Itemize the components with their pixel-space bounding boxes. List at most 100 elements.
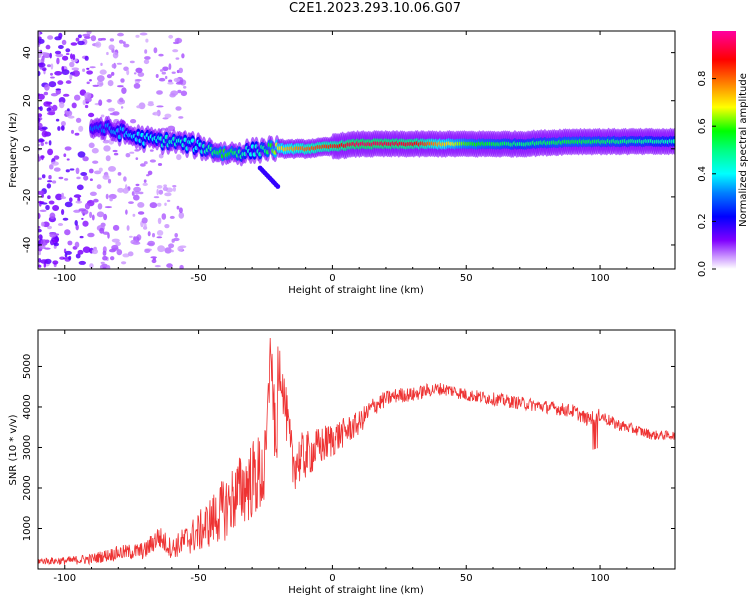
noise-blob	[41, 155, 44, 161]
noise-blob	[38, 234, 43, 240]
noise-blob	[102, 231, 110, 235]
noise-blob	[144, 56, 151, 60]
noise-blob	[156, 105, 164, 108]
noise-blob	[38, 113, 43, 118]
noise-blob	[77, 40, 85, 46]
x-tick-label: 0	[329, 573, 335, 584]
noise-blob	[69, 74, 73, 80]
noise-blob	[170, 90, 179, 96]
noise-blob	[153, 47, 158, 54]
noise-blob	[61, 209, 65, 215]
noise-blob	[92, 160, 99, 164]
noise-blob	[99, 227, 105, 234]
noise-blob	[98, 167, 103, 172]
noise-blob	[41, 130, 48, 138]
noise-blob	[47, 111, 56, 116]
spectrogram-x-axis-label: Height of straight line (km)	[288, 285, 424, 296]
noise-blob	[52, 205, 60, 211]
noise-blob	[77, 34, 82, 39]
noise-blob	[162, 66, 169, 72]
noise-blob	[145, 38, 149, 43]
noise-blob	[96, 211, 105, 218]
noise-blob	[135, 34, 140, 38]
noise-blob	[82, 68, 86, 72]
noise-blob	[126, 225, 130, 231]
noise-blob	[106, 99, 112, 103]
noise-blob	[72, 70, 80, 77]
noise-blob	[116, 249, 123, 256]
noise-blob	[130, 239, 137, 245]
noise-blob	[111, 71, 115, 76]
noise-blob	[61, 39, 67, 46]
noise-blob	[96, 75, 105, 82]
noise-blob	[125, 209, 128, 215]
noise-blob	[38, 251, 41, 256]
noise-blob	[38, 225, 41, 229]
noise-blob	[109, 38, 115, 42]
noise-blob	[161, 71, 166, 75]
noise-blob	[164, 247, 172, 254]
noise-blob	[82, 33, 91, 37]
noise-blob	[138, 191, 144, 195]
noise-blob	[142, 182, 148, 186]
snr-x-ticks: -100 -50 0 50 100	[37, 330, 655, 584]
noise-blob	[77, 249, 84, 255]
noise-blob	[44, 141, 48, 145]
noise-blob	[89, 263, 94, 269]
noise-blob	[100, 114, 105, 118]
noise-blob	[82, 156, 89, 162]
noise-blob	[55, 88, 62, 91]
noise-blob	[64, 178, 69, 181]
noise-blob	[50, 93, 58, 97]
noise-blob	[96, 184, 102, 190]
noise-blob	[174, 233, 178, 238]
y-tick-label: 0	[22, 146, 33, 152]
colorbar-tick-label: 0.0	[697, 261, 708, 277]
noise-blob	[78, 125, 84, 132]
noise-blob	[62, 55, 69, 61]
noise-blob	[107, 178, 112, 184]
colorbar-tick-label: 0.2	[697, 213, 708, 229]
noise-blob	[64, 201, 73, 208]
noise-blob	[104, 206, 112, 209]
noise-blob	[152, 233, 155, 238]
noise-blob	[117, 32, 124, 37]
noise-blob	[76, 184, 84, 191]
y-tick-label: 3000	[22, 435, 33, 460]
noise-blob	[99, 83, 104, 86]
noise-blob	[38, 117, 41, 124]
noise-blob	[44, 84, 50, 91]
x-tick-label: 50	[460, 573, 473, 584]
noise-blob	[50, 72, 53, 76]
noise-blob	[106, 51, 109, 56]
noise-blob	[117, 85, 124, 88]
noise-blob	[106, 74, 112, 79]
noise-blob	[102, 250, 107, 256]
noise-blob	[62, 93, 70, 97]
noise-blob	[51, 161, 59, 166]
noise-blob	[102, 266, 107, 269]
noise-blob	[134, 79, 142, 82]
noise-blob	[149, 159, 156, 163]
noise-blob	[103, 213, 108, 221]
noise-blob	[38, 201, 45, 204]
y-tick-label: 2000	[22, 475, 33, 500]
noise-blob	[120, 78, 125, 83]
noise-blob	[65, 48, 71, 53]
noise-blob	[40, 58, 45, 64]
noise-blob	[119, 97, 124, 103]
noise-blob	[172, 49, 179, 53]
noise-blob	[127, 251, 134, 257]
spectrogram-panel: -100 -50 0 50 100 -40 -20 0 20 40 Height of stra…	[8, 30, 676, 296]
noise-blob	[38, 49, 41, 52]
noise-blob	[43, 91, 49, 96]
noise-blob	[113, 152, 119, 156]
noise-blob	[175, 82, 183, 85]
figure-title: C2E1.2023.293.10.06.G07	[288, 1, 462, 16]
noise-blob	[38, 122, 43, 129]
noise-blob	[170, 249, 174, 253]
noise-blob	[137, 72, 145, 77]
noise-blob	[92, 84, 99, 87]
snr-y-ticks: 1000 2000 3000 4000 5000	[22, 354, 675, 541]
noise-blob	[163, 184, 168, 187]
